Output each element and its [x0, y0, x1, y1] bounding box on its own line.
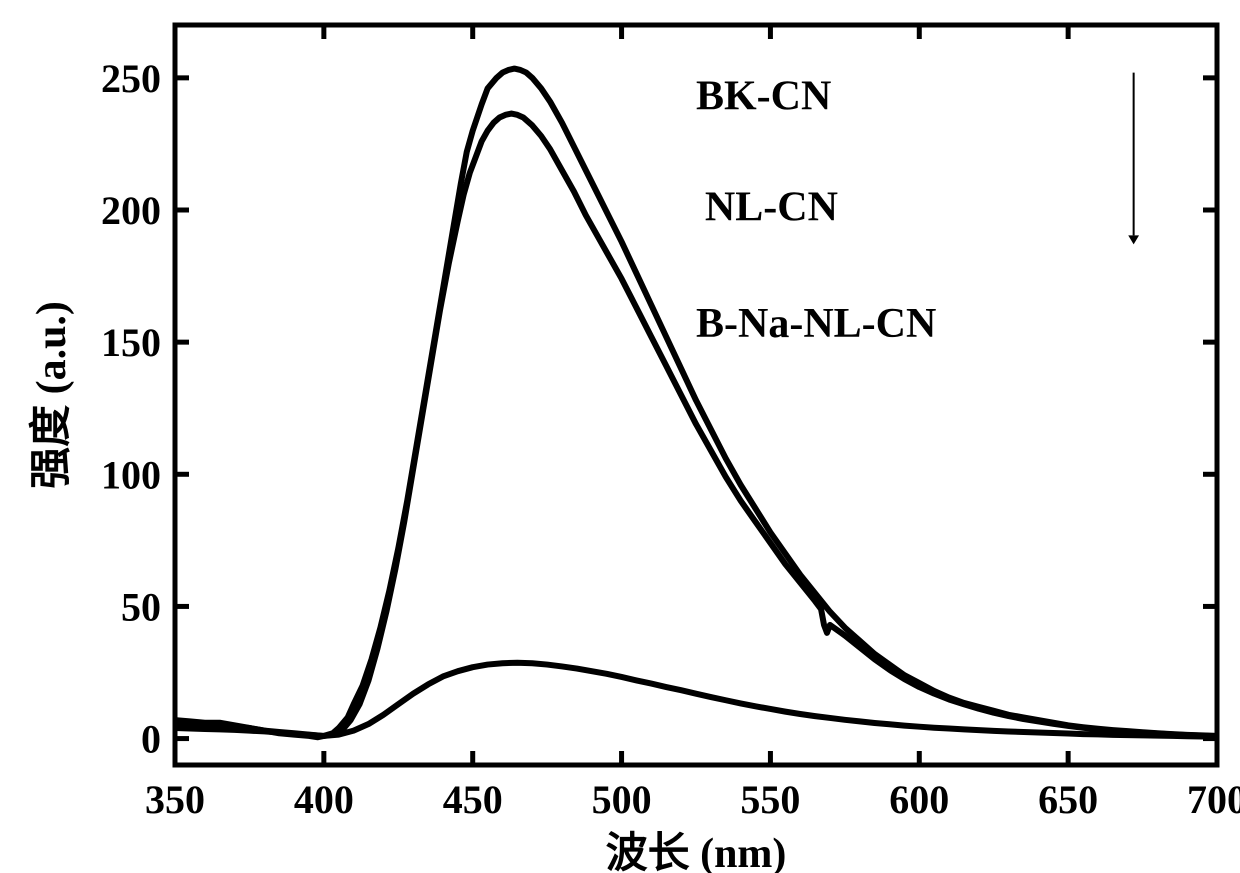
x-tick-label: 450 — [443, 777, 503, 822]
y-tick-label: 100 — [101, 452, 161, 497]
x-tick-label: 650 — [1038, 777, 1098, 822]
y-tick-label: 0 — [141, 717, 161, 762]
chart-container: 350 400 450 500 550 600 650 700 0 50 100 150 200 250 波… — [0, 0, 1240, 873]
chart-svg: 350 400 450 500 550 600 650 700 0 50 100 150 200 250 波… — [0, 0, 1240, 873]
x-tick-label: 550 — [740, 777, 800, 822]
x-tick-label: 400 — [294, 777, 354, 822]
legend-label: NL-CN — [705, 185, 838, 231]
x-tick-label: 350 — [145, 777, 205, 822]
x-tick-label: 500 — [592, 777, 652, 822]
y-axis-label: 强度 (a.u.) — [28, 301, 75, 489]
y-tick-label: 250 — [101, 56, 161, 101]
y-tick-label: 50 — [121, 584, 161, 629]
legend-label: BK-CN — [696, 74, 831, 120]
x-tick-label: 700 — [1187, 777, 1240, 822]
y-tick-label: 150 — [101, 320, 161, 365]
legend-label: B-Na-NL-CN — [696, 301, 936, 347]
y-tick-label: 200 — [101, 188, 161, 233]
x-axis-label: 波长 (nm) — [606, 830, 787, 873]
x-tick-label: 600 — [889, 777, 949, 822]
